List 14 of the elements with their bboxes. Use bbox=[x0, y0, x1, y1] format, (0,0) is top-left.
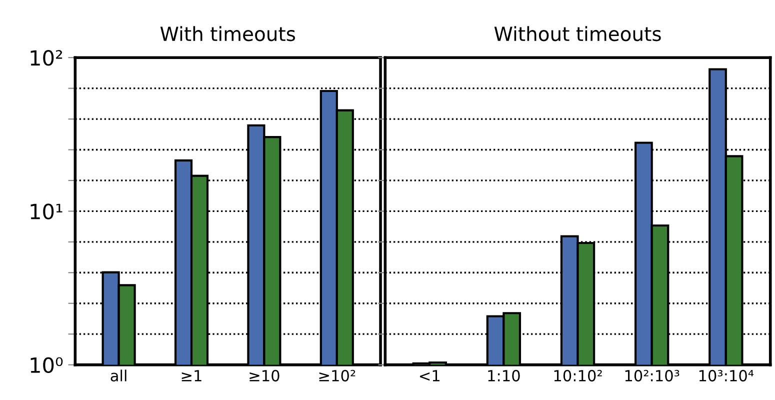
x-tick-label: 10²:10³ bbox=[625, 370, 680, 382]
x-tick-label: 10³:10⁴ bbox=[699, 370, 754, 382]
x-tick-label: ≥10² bbox=[319, 370, 356, 382]
x-tick-label: 1:10 bbox=[488, 370, 520, 382]
x-tick-label: 10:10² bbox=[554, 370, 602, 382]
y-tick-label: 10⁰ bbox=[30, 357, 63, 374]
chart-title: With timeouts bbox=[160, 26, 296, 42]
x-tick-label: <1 bbox=[420, 370, 440, 382]
y-tick-label: 10² bbox=[30, 50, 62, 66]
x-tick-label: ≥10 bbox=[250, 370, 280, 382]
x-tick-label: all bbox=[110, 370, 126, 382]
x-tick-label: ≥1 bbox=[182, 370, 202, 382]
y-tick-label: 10¹ bbox=[30, 204, 62, 220]
chart-title: Without timeouts bbox=[494, 26, 661, 42]
